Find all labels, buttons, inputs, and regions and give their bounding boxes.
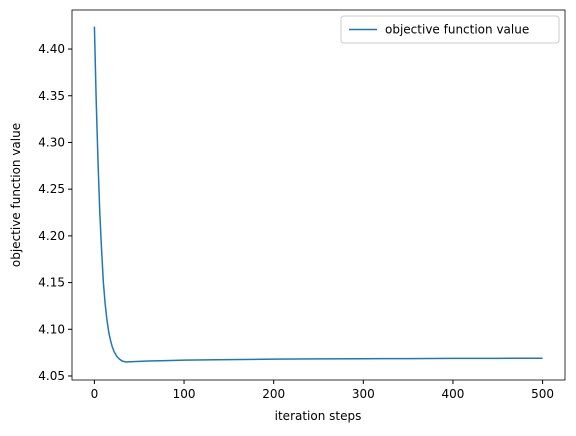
- y-tick-label: 4.20: [38, 229, 65, 243]
- y-tick-label: 4.25: [38, 182, 65, 196]
- x-tick-label: 100: [173, 387, 196, 401]
- x-tick-label: 500: [531, 387, 554, 401]
- y-tick-label: 4.30: [38, 135, 65, 149]
- plot-frame: [71, 9, 566, 381]
- y-tick-label: 4.40: [38, 42, 65, 56]
- legend-label: objective function value: [385, 23, 529, 37]
- x-tick-label: 0: [91, 387, 99, 401]
- y-tick-label: 4.35: [38, 89, 65, 103]
- y-tick-label: 4.15: [38, 276, 65, 290]
- legend-box: [340, 15, 560, 44]
- y-tick-label: 4.05: [38, 369, 65, 383]
- y-tick-label: 4.10: [38, 322, 65, 336]
- x-axis-label: iteration steps: [275, 409, 362, 423]
- y-axis-label: objective function value: [9, 123, 23, 267]
- x-tick-label: 300: [352, 387, 375, 401]
- line: [93, 26, 543, 363]
- x-tick-label: 400: [442, 387, 465, 401]
- x-tick-label: 200: [262, 387, 285, 401]
